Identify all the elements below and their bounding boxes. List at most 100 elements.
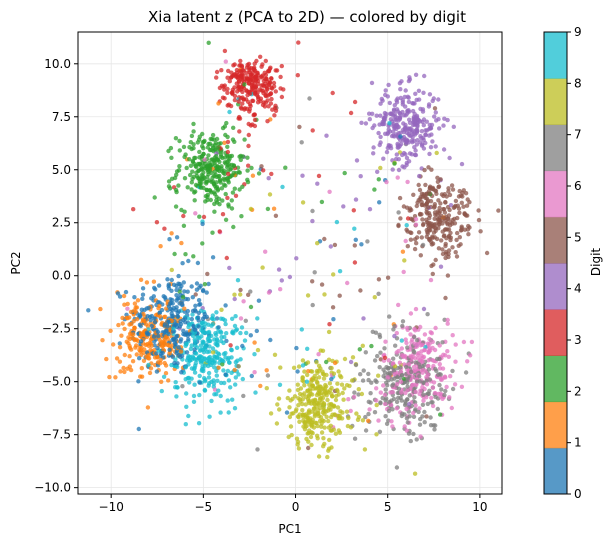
scatter-point-digit-8	[314, 433, 320, 438]
scatter-point-digit-6	[461, 339, 467, 345]
scatter-point-digit-7	[429, 400, 434, 405]
scatter-point-digit-9	[207, 414, 212, 419]
scatter-point-digit-1	[157, 314, 163, 319]
scatter-point-digit-2	[214, 180, 219, 185]
scatter-point-digit-5	[417, 212, 423, 217]
scatter-point-digit-8	[331, 371, 337, 376]
scatter-point-digit-3	[252, 61, 257, 66]
scatter-point-digit-5	[417, 187, 423, 193]
scatter-point-digit-0	[329, 376, 334, 382]
scatter-point-digit-1	[163, 371, 169, 376]
scatter-point-digit-4	[354, 158, 360, 163]
scatter-point-digit-2	[207, 160, 212, 166]
scatter-point-digit-0	[174, 235, 180, 240]
scatter-point-digit-5	[310, 279, 315, 284]
scatter-point-digit-7	[366, 411, 371, 417]
scatter-point-digit-4	[413, 152, 419, 158]
scatter-point-digit-1	[162, 360, 167, 366]
scatter-point-digit-0	[175, 313, 180, 319]
scatter-point-digit-0	[176, 353, 182, 358]
scatter-point-digit-1	[141, 318, 146, 323]
scatter-point-digit-6	[465, 359, 470, 364]
scatter-point-digit-0	[147, 314, 153, 320]
scatter-point-digit-0	[184, 350, 190, 355]
scatter-point-digit-2	[213, 142, 218, 148]
scatter-point-digit-4	[375, 169, 380, 174]
scatter-point-digit-8	[297, 419, 302, 424]
scatter-point-digit-0	[248, 333, 253, 338]
scatter-point-digit-3	[269, 76, 274, 81]
scatter-point-digit-6	[407, 362, 412, 367]
scatter-point-digit-2	[392, 161, 397, 166]
scatter-point-digit-4	[412, 145, 417, 150]
scatter-point-digit-7	[236, 364, 241, 369]
scatter-point-digit-7	[395, 395, 401, 401]
scatter-point-digit-6	[417, 358, 423, 363]
scatter-point-digit-2	[220, 155, 225, 161]
scatter-point-digit-4	[378, 134, 383, 140]
scatter-point-digit-4	[420, 109, 426, 114]
scatter-point-digit-1	[104, 356, 109, 362]
scatter-point-digit-4	[396, 131, 401, 136]
scatter-point-digit-1	[163, 314, 168, 319]
scatter-point-digit-5	[432, 106, 438, 111]
scatter-point-digit-0	[166, 282, 171, 287]
x-tick-label: 5	[384, 500, 392, 514]
scatter-point-digit-4	[372, 123, 377, 128]
scatter-point-digit-1	[134, 305, 140, 310]
scatter-point-digit-5	[441, 207, 446, 212]
scatter-point-digit-7	[450, 368, 455, 374]
scatter-point-digit-2	[319, 199, 325, 205]
scatter-point-digit-0	[176, 273, 181, 279]
scatter-point-digit-2	[183, 252, 188, 257]
scatter-point-digit-3	[225, 195, 230, 201]
scatter-point-digit-2	[200, 241, 205, 246]
scatter-point-digit-6	[327, 189, 332, 194]
scatter-point-digit-4	[421, 123, 426, 128]
scatter-point-digit-9	[204, 343, 209, 348]
scatter-point-digit-2	[214, 136, 220, 142]
scatter-point-digit-2	[225, 163, 231, 168]
scatter-point-digit-8	[322, 411, 327, 417]
scatter-point-digit-7	[415, 338, 420, 343]
scatter-point-digit-2	[198, 183, 203, 188]
scatter-point-digit-1	[114, 356, 120, 361]
scatter-point-digit-3	[228, 75, 234, 80]
scatter-point-digit-5	[461, 204, 466, 209]
scatter-point-digit-4	[376, 130, 381, 136]
scatter-point-digit-4	[421, 306, 427, 312]
scatter-point-digit-9	[171, 326, 176, 331]
scatter-point-digit-7	[442, 392, 447, 398]
scatter-point-digit-6	[348, 408, 353, 414]
scatter-point-digit-6	[404, 340, 409, 346]
scatter-point-digit-4	[459, 161, 465, 167]
scatter-point-digit-5	[430, 234, 435, 239]
scatter-point-digit-3	[230, 89, 235, 95]
scatter-point-digit-7	[407, 393, 412, 398]
scatter-point-digit-8	[267, 192, 273, 197]
scatter-point-digit-9	[193, 361, 198, 366]
scatter-point-digit-5	[445, 273, 451, 278]
scatter-point-digit-7	[299, 140, 304, 145]
scatter-point-digit-2	[166, 148, 171, 154]
scatter-point-digit-3	[330, 90, 335, 96]
scatter-point-digit-9	[212, 365, 217, 370]
scatter-point-digit-5	[496, 208, 501, 213]
scatter-point-digit-9	[190, 333, 196, 338]
scatter-point-digit-6	[405, 179, 410, 185]
scatter-point-digit-2	[245, 168, 250, 173]
scatter-point-digit-0	[136, 426, 141, 432]
scatter-point-digit-2	[231, 163, 237, 169]
scatter-point-digit-2	[219, 186, 225, 191]
scatter-point-digit-1	[129, 321, 134, 327]
scatter-point-digit-7	[383, 398, 388, 403]
scatter-point-digit-3	[243, 97, 249, 102]
scatter-point-digit-9	[202, 387, 207, 393]
scatter-point-digit-8	[326, 418, 331, 424]
scatter-point-digit-0	[192, 327, 197, 332]
scatter-point-digit-3	[269, 171, 274, 177]
scatter-point-digit-5	[446, 248, 452, 253]
scatter-point-digit-2	[231, 170, 236, 175]
scatter-point-digit-2	[166, 179, 172, 184]
scatter-point-digit-6	[394, 350, 399, 355]
